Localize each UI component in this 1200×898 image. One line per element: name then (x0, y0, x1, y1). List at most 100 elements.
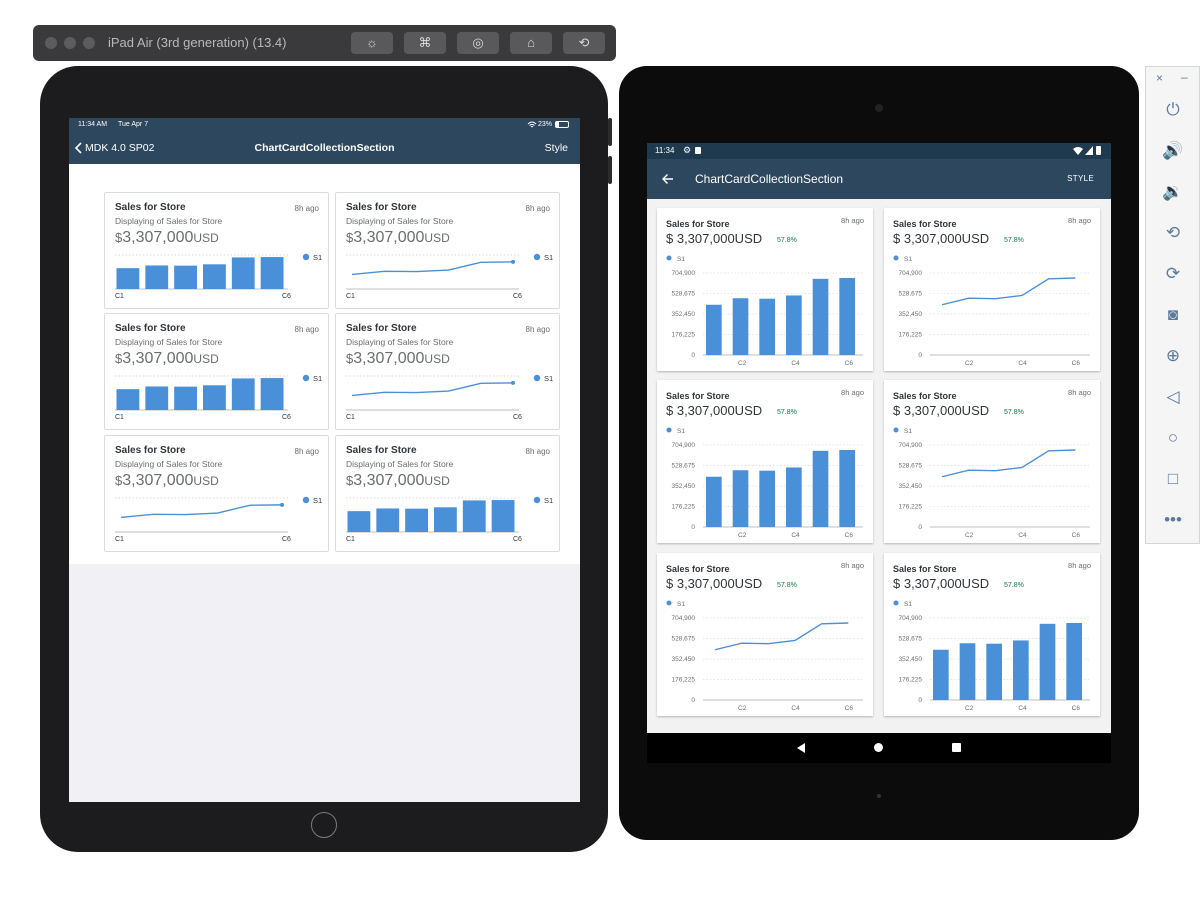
y-tick-label: 0 (918, 697, 922, 704)
bar[interactable] (116, 268, 140, 289)
rotate-left-button[interactable]: ⟲ (1160, 220, 1186, 246)
bar[interactable] (174, 386, 197, 410)
bar[interactable] (706, 476, 722, 527)
home-nav-icon[interactable] (874, 743, 883, 752)
status-time: 11:34 (655, 146, 675, 155)
overview-button[interactable]: □ (1160, 466, 1186, 492)
bar[interactable] (839, 449, 855, 527)
data-point[interactable] (280, 502, 284, 507)
command-button[interactable]: ⌘ (404, 32, 446, 54)
bar[interactable] (376, 508, 400, 532)
close-window-button[interactable] (45, 37, 57, 49)
x-tick-label: C6 (282, 293, 291, 300)
bar[interactable] (839, 277, 855, 355)
rotate-button[interactable]: ⟲ (563, 32, 605, 54)
brightness-button[interactable]: ☼ (351, 32, 393, 54)
bar[interactable] (959, 643, 976, 700)
back-nav-icon[interactable] (796, 743, 806, 753)
bar[interactable] (231, 257, 255, 289)
bar[interactable] (116, 389, 140, 410)
home-button[interactable]: ○ (1160, 425, 1186, 451)
legend-label: S1 (313, 496, 322, 505)
chart-card[interactable]: Sales for Store 8h ago Displaying of Sales… (104, 313, 329, 430)
volume-down-button[interactable]: 🔉 (1160, 179, 1186, 205)
camera-button[interactable]: ◙ (1160, 302, 1186, 328)
chart-card[interactable]: Sales for Store 8h ago $ 3,307,000USD 57.8%… (657, 208, 873, 371)
back-arrow-icon[interactable] (662, 173, 674, 185)
bar[interactable] (732, 298, 749, 355)
y-tick-label: 0 (918, 352, 922, 359)
x-tick-label: C6 (513, 293, 522, 300)
series-line (941, 449, 1076, 478)
close-icon[interactable]: × (1156, 71, 1164, 85)
bar[interactable] (347, 511, 371, 532)
bar[interactable] (986, 643, 1002, 700)
card-subtitle: Displaying of Sales for Store (346, 216, 454, 226)
chart-card[interactable]: Sales for Store 8h ago $ 3,307,000USD 57.8%… (657, 380, 873, 543)
bar[interactable] (812, 278, 829, 355)
bar[interactable] (145, 386, 169, 410)
data-point[interactable] (511, 380, 515, 385)
more-button[interactable]: ••• (1160, 507, 1186, 533)
style-action-button[interactable]: STYLE (1067, 174, 1094, 183)
ipad-home-button[interactable] (311, 812, 337, 838)
chart-card[interactable]: Sales for Store 8h ago Displaying of Sales… (335, 435, 560, 552)
volume-up-button[interactable]: 🔊 (1160, 138, 1186, 164)
back-button[interactable]: ◁ (1160, 384, 1186, 410)
back-button[interactable]: MDK 4.0 SP02 (75, 142, 154, 154)
bar[interactable] (786, 295, 802, 355)
bar[interactable] (203, 385, 226, 410)
zoom-window-button[interactable] (83, 37, 95, 49)
bar[interactable] (203, 264, 226, 289)
bar[interactable] (434, 507, 457, 532)
recents-nav-icon[interactable] (952, 743, 961, 752)
bar[interactable] (759, 298, 775, 355)
more-icon: ••• (1164, 510, 1182, 529)
power-button[interactable]: ⏻ (1160, 97, 1186, 123)
x-tick-label: C2 (738, 360, 747, 367)
legend-dot (666, 427, 672, 433)
bar[interactable] (759, 470, 775, 527)
mini-chart: S1 C1 C6 (115, 253, 322, 300)
chart-card[interactable]: Sales for Store 8h ago Displaying of Sales… (335, 192, 560, 309)
bar[interactable] (260, 378, 284, 410)
y-tick-label: 704,900 (672, 615, 696, 622)
chart-card[interactable]: Sales for Store 8h ago $ 3,307,000USD 57.8%… (657, 553, 873, 716)
bar[interactable] (405, 508, 428, 532)
bar[interactable] (174, 265, 197, 289)
bar[interactable] (491, 500, 515, 532)
y-tick-label: 176,225 (672, 677, 696, 684)
bar[interactable] (1066, 622, 1082, 700)
bar[interactable] (145, 265, 169, 289)
zoom-button[interactable]: ⊕ (1160, 343, 1186, 369)
bar[interactable] (1013, 640, 1029, 700)
screenshot-button[interactable]: ◎ (457, 32, 499, 54)
minimize-icon[interactable]: – (1181, 70, 1188, 84)
chart-card[interactable]: Sales for Store 8h ago Displaying of Sales… (335, 313, 560, 430)
home-button[interactable]: ⌂ (510, 32, 552, 54)
series-line (120, 504, 283, 519)
style-button[interactable]: Style (544, 142, 568, 154)
legend-dot (893, 255, 899, 261)
bar[interactable] (260, 257, 284, 289)
bar[interactable] (732, 470, 749, 527)
card-timestamp: 8h ago (1068, 216, 1091, 225)
bar[interactable] (786, 467, 802, 527)
bar[interactable] (231, 378, 255, 410)
rotate-right-button[interactable]: ⟳ (1160, 261, 1186, 287)
bar[interactable] (1039, 623, 1056, 700)
chart-card[interactable]: Sales for Store 8h ago $ 3,307,000USD 57.8%… (884, 380, 1100, 543)
chart-card[interactable]: Sales for Store 8h ago Displaying of Sales… (104, 435, 329, 552)
ipad-side-button (608, 156, 612, 184)
bar[interactable] (706, 304, 722, 355)
y-tick-label: 176,225 (899, 332, 923, 339)
chart-card[interactable]: Sales for Store 8h ago $ 3,307,000USD 57.8%… (884, 208, 1100, 371)
y-tick-label: 528,675 (672, 636, 696, 643)
data-point[interactable] (511, 259, 515, 264)
chart-card[interactable]: Sales for Store 8h ago Displaying of Sales… (104, 192, 329, 309)
chart-card[interactable]: Sales for Store 8h ago $ 3,307,000USD 57.8%… (884, 553, 1100, 716)
bar[interactable] (812, 450, 829, 527)
bar[interactable] (933, 649, 949, 700)
minimize-window-button[interactable] (64, 37, 76, 49)
bar[interactable] (462, 500, 486, 532)
